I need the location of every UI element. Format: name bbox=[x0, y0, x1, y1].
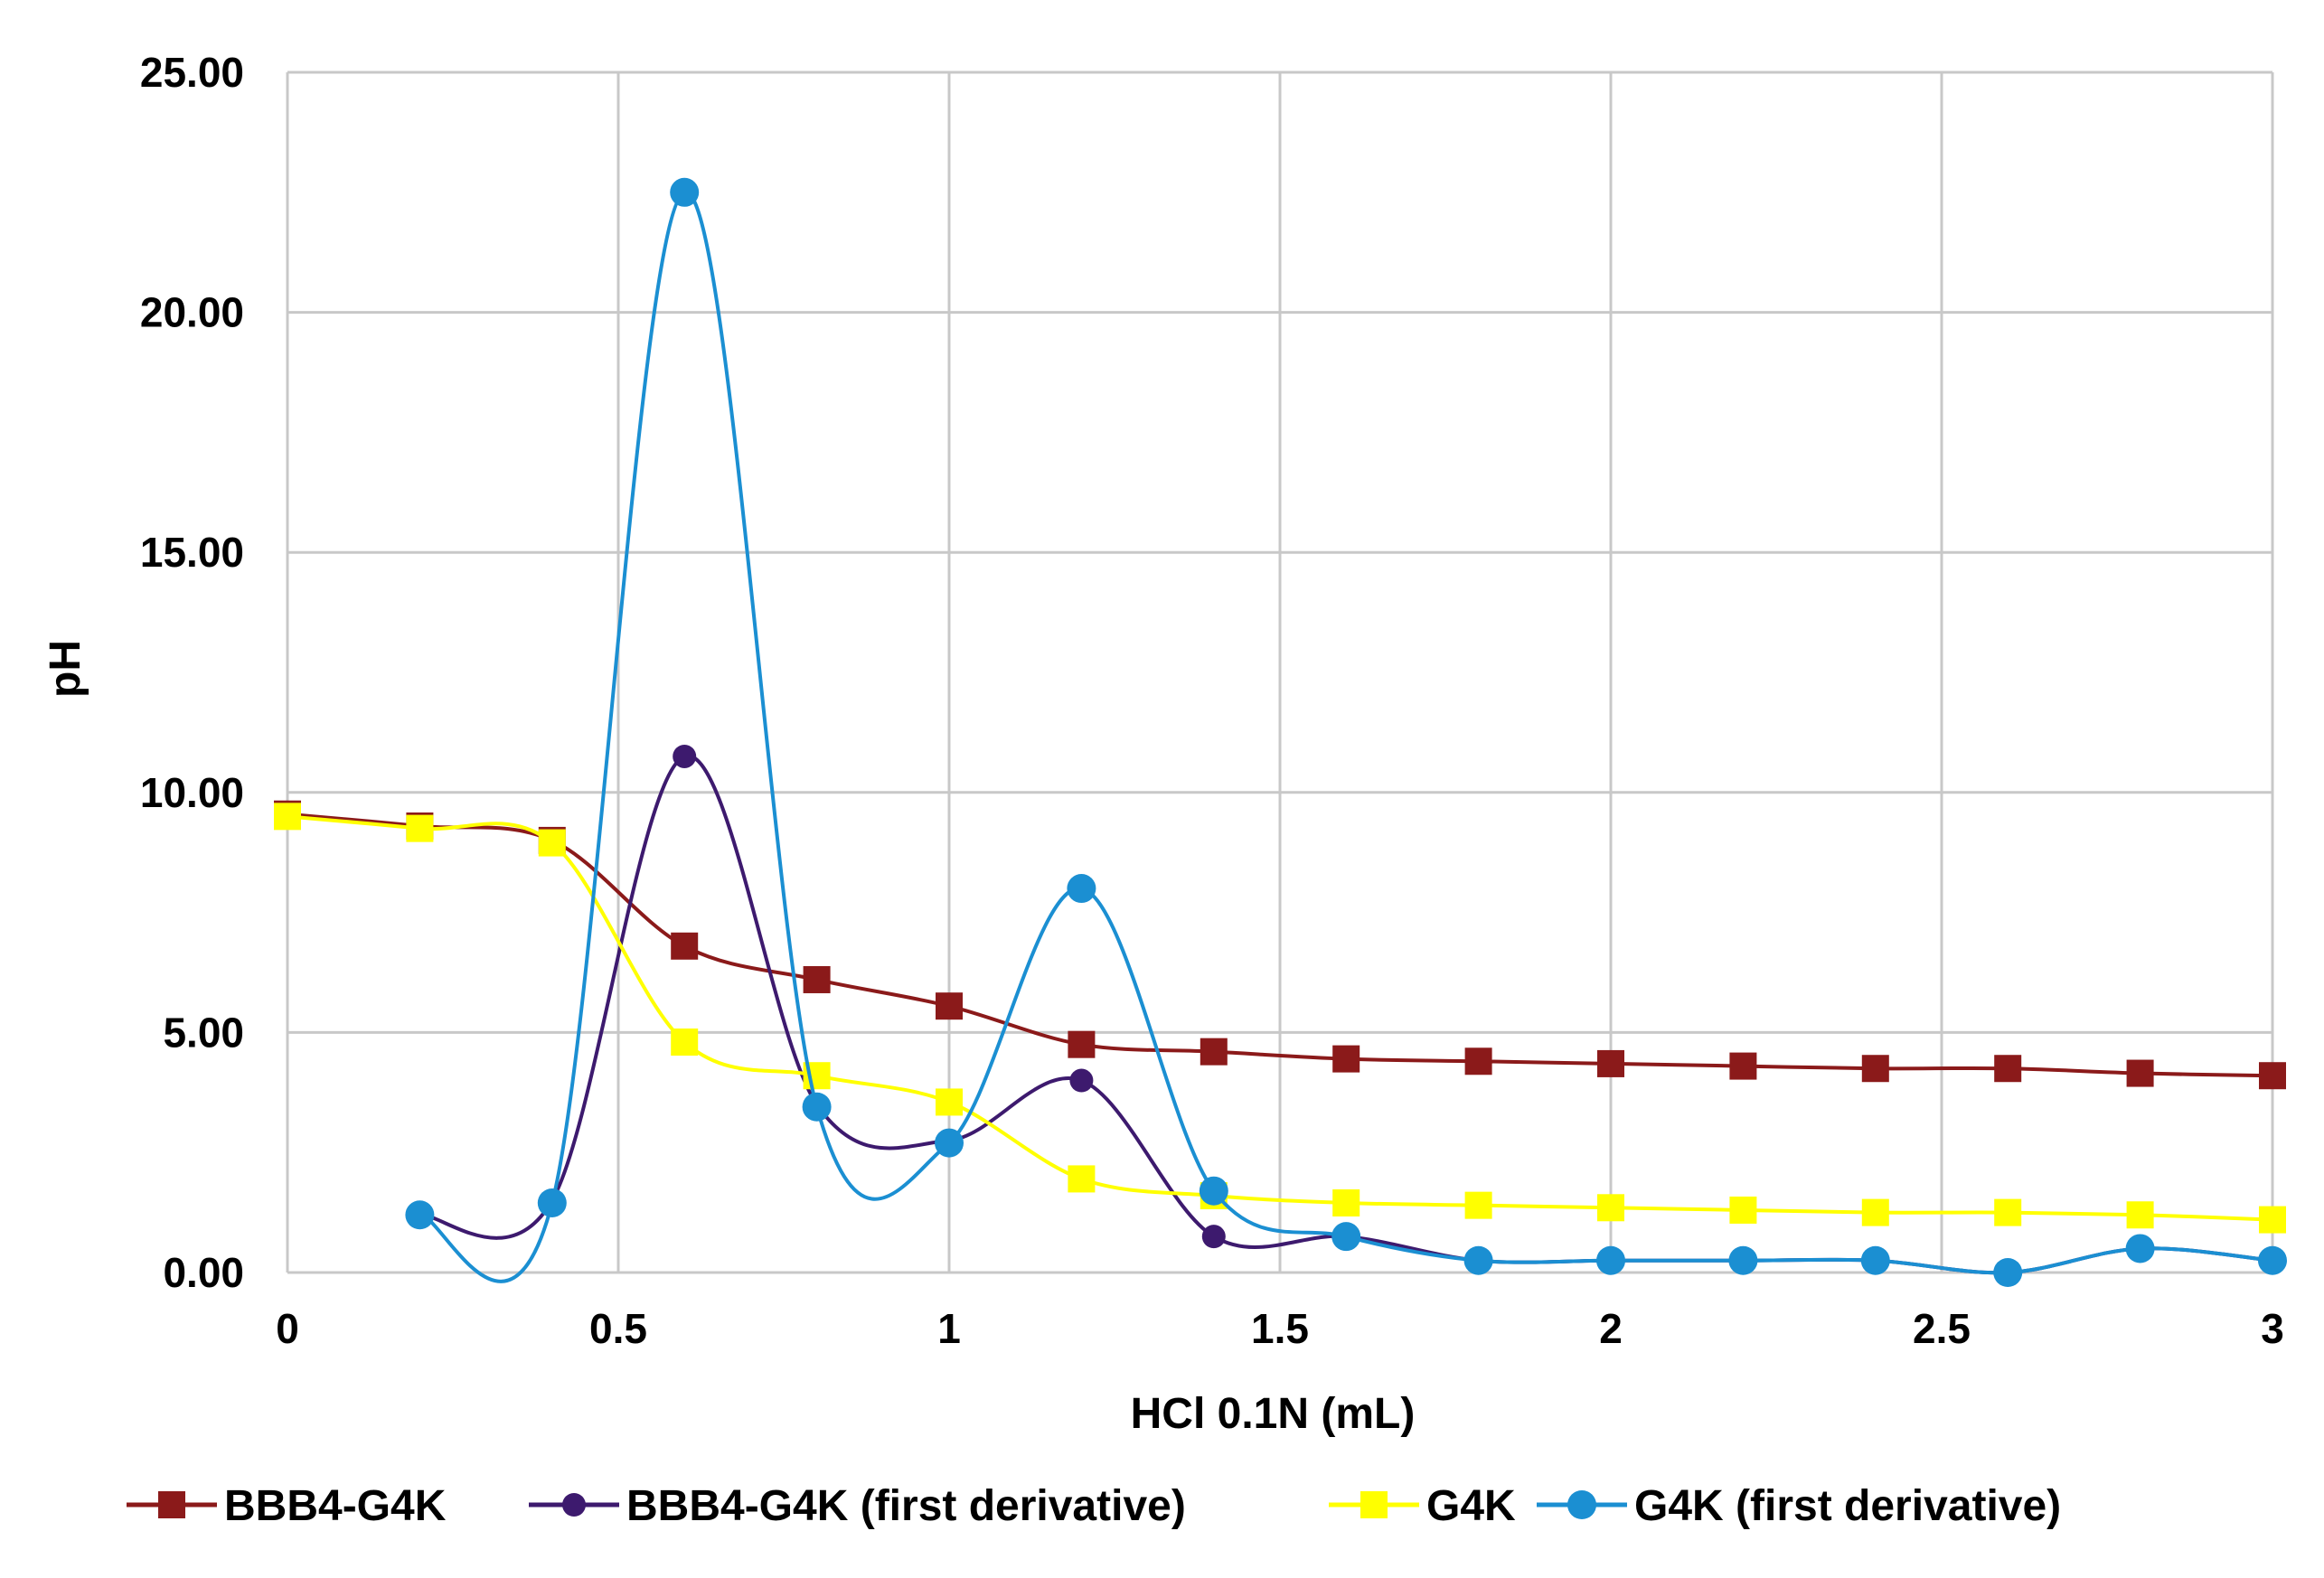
legend-label: G4K (first derivative) bbox=[1634, 1482, 2061, 1530]
data-point bbox=[1068, 1165, 1096, 1193]
data-point bbox=[1860, 1245, 1890, 1275]
data-point bbox=[1729, 1052, 1757, 1080]
legend-entry-1: BBB4-G4K bbox=[127, 1482, 447, 1530]
data-point bbox=[538, 829, 566, 857]
data-point bbox=[2126, 1201, 2154, 1229]
data-point bbox=[274, 803, 301, 831]
data-point bbox=[1596, 1245, 1625, 1275]
x-tick-label: 2.5 bbox=[1913, 1305, 1971, 1352]
data-point bbox=[1464, 1191, 1492, 1219]
data-point bbox=[1332, 1188, 1360, 1216]
data-point bbox=[1994, 1055, 2022, 1083]
data-point bbox=[1069, 1068, 1094, 1093]
data-point bbox=[1861, 1198, 1889, 1226]
x-tick-label: 1 bbox=[937, 1305, 961, 1352]
data-point bbox=[1200, 1038, 1228, 1066]
data-point bbox=[1993, 1258, 2023, 1287]
x-tick-label: 3 bbox=[2261, 1305, 2284, 1352]
series-4 bbox=[405, 177, 2287, 1287]
data-point bbox=[1597, 1194, 1624, 1222]
y-tick-label: 20.00 bbox=[140, 289, 244, 336]
chart-legend: BBB4-G4K BBB4-G4K (first derivative) G4K G4… bbox=[127, 1482, 2061, 1530]
data-point bbox=[1994, 1198, 2022, 1226]
data-point bbox=[1067, 874, 1096, 904]
data-point bbox=[406, 814, 434, 842]
x-tick-label: 0.5 bbox=[589, 1305, 647, 1352]
series-layer bbox=[274, 177, 2287, 1287]
data-point bbox=[2125, 1234, 2155, 1263]
y-tick-label: 10.00 bbox=[140, 769, 244, 816]
data-point bbox=[1201, 1225, 1226, 1249]
data-point bbox=[803, 965, 831, 993]
y-axis-ticks: 0.00 5.00 10.00 15.00 20.00 25.00 bbox=[140, 49, 244, 1296]
series-line bbox=[287, 812, 2273, 1078]
series-3 bbox=[274, 803, 2286, 1234]
y-tick-label: 5.00 bbox=[163, 1009, 244, 1056]
data-point bbox=[405, 1200, 435, 1230]
data-point bbox=[1331, 1222, 1361, 1252]
data-point bbox=[936, 992, 963, 1020]
x-tick-label: 2 bbox=[1599, 1305, 1623, 1352]
series-line bbox=[287, 814, 2273, 1222]
data-point bbox=[1729, 1196, 1757, 1224]
data-point bbox=[673, 744, 697, 768]
x-tick-label: 0 bbox=[276, 1305, 299, 1352]
x-tick-label: 1.5 bbox=[1251, 1305, 1309, 1352]
data-point bbox=[1728, 1245, 1758, 1275]
legend-marker bbox=[562, 1493, 586, 1517]
data-point bbox=[671, 932, 699, 960]
legend-label: G4K bbox=[1426, 1482, 1516, 1530]
legend-entry-2: BBB4-G4K (first derivative) bbox=[529, 1482, 1186, 1530]
y-tick-label: 0.00 bbox=[163, 1249, 244, 1296]
data-point bbox=[936, 1088, 963, 1116]
data-point bbox=[1332, 1045, 1360, 1073]
data-point bbox=[1199, 1176, 1228, 1206]
data-point bbox=[537, 1188, 567, 1217]
y-tick-label: 15.00 bbox=[140, 529, 244, 576]
data-point bbox=[671, 1029, 699, 1057]
data-point bbox=[1861, 1055, 1889, 1083]
data-point bbox=[2259, 1206, 2286, 1234]
x-axis-ticks: 0 0.5 1 1.5 2 2.5 3 bbox=[276, 1305, 2284, 1352]
legend-entry-3: G4K bbox=[1329, 1482, 1516, 1530]
y-axis-label: pH bbox=[42, 640, 89, 698]
data-point bbox=[2126, 1059, 2154, 1087]
legend-label: BBB4-G4K bbox=[224, 1482, 447, 1530]
data-point bbox=[1463, 1245, 1493, 1275]
data-point bbox=[935, 1128, 964, 1158]
legend-marker bbox=[158, 1491, 185, 1518]
x-axis-label: HCl 0.1N (mL) bbox=[1131, 1390, 1416, 1438]
y-tick-label: 25.00 bbox=[140, 49, 244, 96]
data-point bbox=[1597, 1049, 1624, 1077]
legend-marker bbox=[1567, 1490, 1596, 1519]
legend-label: BBB4-G4K (first derivative) bbox=[626, 1482, 1186, 1530]
data-point bbox=[1464, 1047, 1492, 1075]
data-point bbox=[1068, 1030, 1096, 1058]
data-point bbox=[670, 177, 700, 207]
legend-entry-4: G4K (first derivative) bbox=[1537, 1482, 2061, 1530]
data-point bbox=[2259, 1062, 2286, 1090]
legend-marker bbox=[1360, 1491, 1388, 1518]
data-point bbox=[2258, 1245, 2287, 1275]
data-point bbox=[802, 1092, 832, 1122]
